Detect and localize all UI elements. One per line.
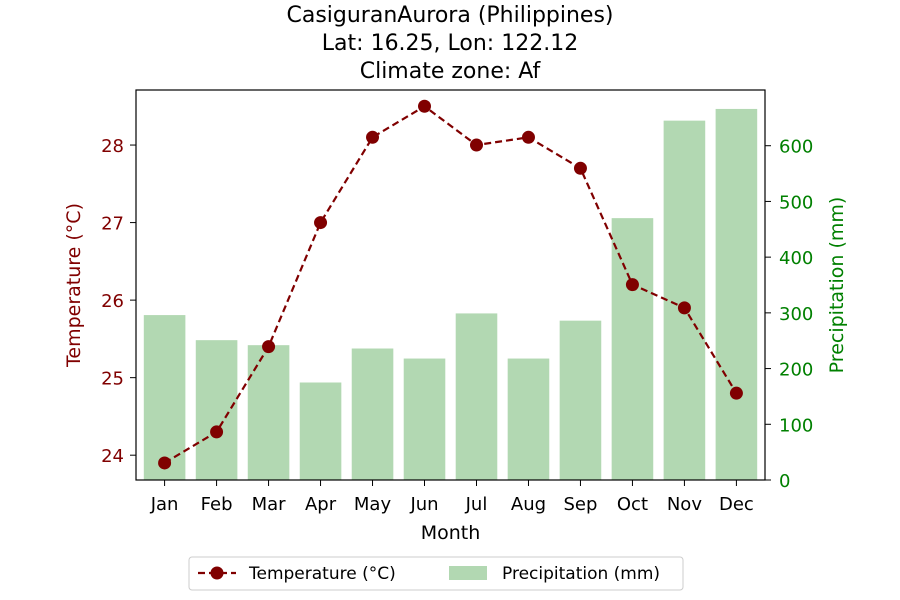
precip-bar-oct xyxy=(611,218,654,480)
temp-point-dec xyxy=(729,386,743,400)
legend-precip-swatch xyxy=(449,566,487,580)
precip-bar-apr xyxy=(299,382,342,480)
x-tick-label: Sep xyxy=(563,494,597,515)
x-tick-label: May xyxy=(354,494,392,515)
right-y-tick-label: 400 xyxy=(779,248,813,269)
right-y-axis-label: Precipitation (mm) xyxy=(826,197,848,374)
x-tick-label: Mar xyxy=(252,494,287,515)
precip-bar-nov xyxy=(663,120,706,481)
precip-bar-sep xyxy=(559,320,602,480)
precip-bar-aug xyxy=(507,358,550,480)
temp-point-jan xyxy=(158,456,172,470)
legend: Temperature (°C) Precipitation (mm) xyxy=(188,556,684,591)
precip-bar-feb xyxy=(195,340,238,480)
right-y-tick-label: 500 xyxy=(779,192,813,213)
left-y-axis-label: Temperature (°C) xyxy=(63,203,85,368)
temp-point-jul xyxy=(469,138,483,152)
temp-point-apr xyxy=(314,216,328,230)
left-y-tick-label: 28 xyxy=(101,136,124,157)
title-line-3: Climate zone: Af xyxy=(360,59,542,84)
left-y-tick-label: 24 xyxy=(101,446,124,467)
x-axis-label: Month xyxy=(421,522,481,544)
left-y-tick-label: 25 xyxy=(101,369,124,390)
temp-point-mar xyxy=(262,340,276,354)
right-y-tick-label: 300 xyxy=(779,304,813,325)
legend-temp-label: Temperature (°C) xyxy=(248,564,396,584)
x-tick-label: Apr xyxy=(305,494,337,515)
x-axis: Jan Feb Mar Apr May Jun Jul Aug Sep Oct Nov Dec xyxy=(150,480,754,515)
right-y-tick-label: 0 xyxy=(779,471,790,492)
x-tick-label: Jan xyxy=(150,494,179,515)
legend-precip-label: Precipitation (mm) xyxy=(502,564,660,584)
right-y-tick-label: 200 xyxy=(779,360,813,381)
right-y-tick-label: 600 xyxy=(779,137,813,158)
temp-point-sep xyxy=(573,161,587,175)
left-y-axis: 24 25 26 27 28 xyxy=(101,136,136,467)
precip-bar-may xyxy=(351,348,394,480)
precip-bar-jul xyxy=(455,313,498,480)
right-y-tick-label: 100 xyxy=(779,415,813,436)
temp-point-may xyxy=(366,130,380,144)
x-tick-label: Oct xyxy=(617,494,648,515)
temperature-line xyxy=(158,99,743,470)
temp-point-aug xyxy=(521,130,535,144)
title-line-1: CasiguranAurora (Philippines) xyxy=(286,3,613,28)
legend-temp-marker xyxy=(210,566,224,580)
left-y-tick-label: 27 xyxy=(101,214,124,235)
temp-point-nov xyxy=(677,301,691,315)
plot-frame xyxy=(135,89,766,481)
x-tick-label: Nov xyxy=(667,494,702,515)
right-y-axis: 0 100 200 300 400 500 600 xyxy=(765,137,813,492)
x-tick-label: Feb xyxy=(201,494,233,515)
x-tick-label: Dec xyxy=(719,494,754,515)
temp-point-feb xyxy=(210,425,224,439)
temp-point-oct xyxy=(625,278,639,292)
title-line-2: Lat: 16.25, Lon: 122.12 xyxy=(322,31,578,56)
x-tick-label: Jun xyxy=(409,494,438,515)
precip-bar-dec xyxy=(715,108,758,480)
chart-title: CasiguranAurora (Philippines) Lat: 16.25,… xyxy=(286,3,613,84)
x-tick-label: Aug xyxy=(511,494,546,515)
x-tick-label: Jul xyxy=(465,494,488,515)
precipitation-bars xyxy=(143,108,758,481)
temperature-series-line xyxy=(164,104,738,464)
legend-box xyxy=(188,556,684,591)
precip-bar-mar xyxy=(247,345,290,480)
left-y-tick-label: 26 xyxy=(101,291,124,312)
precip-bar-jun xyxy=(403,358,446,480)
temp-point-jun xyxy=(418,99,432,113)
precip-bar-jan xyxy=(143,315,186,480)
